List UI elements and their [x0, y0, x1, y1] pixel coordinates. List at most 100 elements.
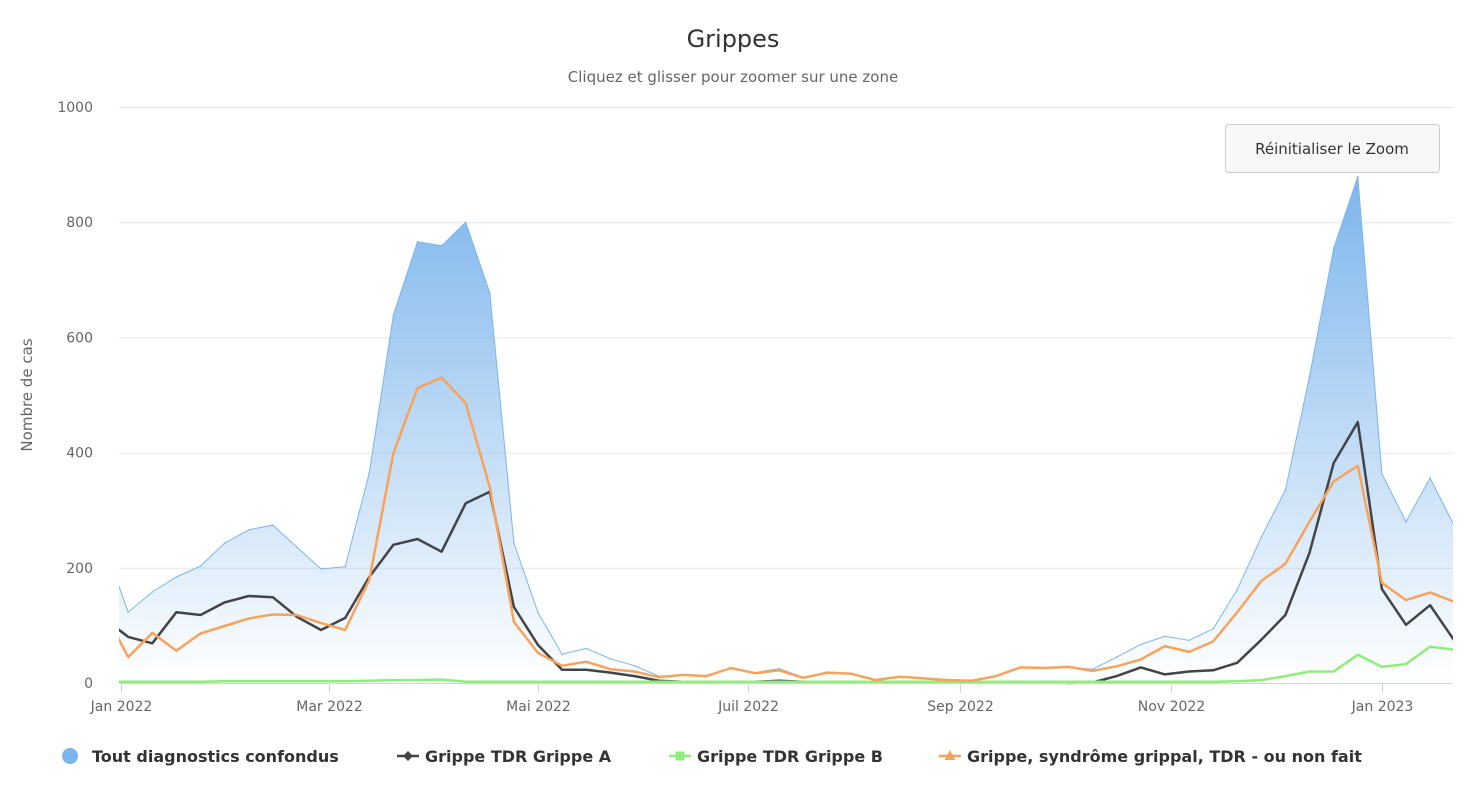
data-point[interactable]	[151, 642, 154, 645]
data-point[interactable]	[1139, 666, 1142, 669]
data-point[interactable]	[175, 649, 178, 652]
data-point[interactable]	[464, 221, 467, 223]
data-point[interactable]	[537, 644, 539, 646]
data-point[interactable]	[272, 613, 274, 616]
data-point[interactable]	[850, 681, 853, 683]
data-point[interactable]	[1332, 480, 1335, 483]
data-point[interactable]	[440, 550, 443, 553]
data-point[interactable]	[464, 502, 467, 505]
data-point[interactable]	[151, 632, 154, 634]
reset-zoom-button[interactable]: Réinitialiser le Zoom	[1225, 124, 1440, 173]
data-point[interactable]	[1332, 247, 1335, 249]
data-point[interactable]	[1115, 656, 1118, 658]
data-point[interactable]	[247, 617, 250, 620]
data-point[interactable]	[1429, 477, 1431, 479]
data-point[interactable]	[296, 680, 298, 683]
data-point[interactable]	[657, 681, 660, 683]
data-point[interactable]	[344, 617, 346, 619]
data-point[interactable]	[633, 670, 636, 673]
data-point[interactable]	[392, 314, 395, 316]
data-point[interactable]	[585, 668, 588, 671]
data-point[interactable]	[1356, 175, 1359, 178]
data-point[interactable]	[1308, 670, 1311, 673]
data-point[interactable]	[898, 675, 901, 678]
data-point[interactable]	[802, 681, 805, 683]
data-point[interactable]	[223, 680, 226, 683]
data-point[interactable]	[464, 402, 467, 404]
data-point[interactable]	[320, 622, 322, 624]
data-point[interactable]	[489, 681, 491, 683]
data-point[interactable]	[730, 667, 732, 669]
data-point[interactable]	[1091, 681, 1094, 683]
data-point[interactable]	[1019, 666, 1022, 669]
data-point[interactable]	[585, 681, 588, 683]
data-point[interactable]	[1453, 649, 1455, 651]
data-point[interactable]	[296, 614, 298, 616]
data-point[interactable]	[585, 647, 588, 650]
data-point[interactable]	[1043, 667, 1046, 669]
data-point[interactable]	[440, 245, 443, 247]
data-point[interactable]	[1356, 421, 1359, 423]
data-point[interactable]	[344, 629, 346, 631]
data-point[interactable]	[175, 611, 178, 613]
data-point[interactable]	[1067, 666, 1070, 668]
data-point[interactable]	[1043, 681, 1046, 683]
data-point[interactable]	[995, 675, 997, 677]
data-point[interactable]	[1115, 681, 1118, 683]
data-point[interactable]	[850, 672, 853, 675]
data-point[interactable]	[368, 579, 371, 581]
data-point[interactable]	[1188, 651, 1190, 653]
data-point[interactable]	[440, 376, 443, 379]
data-point[interactable]	[609, 671, 612, 674]
data-point[interactable]	[1308, 375, 1311, 378]
data-point[interactable]	[1356, 653, 1359, 656]
data-point[interactable]	[633, 675, 636, 677]
data-point[interactable]	[730, 681, 732, 683]
data-point[interactable]	[1164, 681, 1166, 683]
data-point[interactable]	[1453, 640, 1455, 642]
data-point[interactable]	[199, 565, 202, 567]
data-point[interactable]	[223, 601, 226, 604]
data-point[interactable]	[513, 606, 515, 608]
data-point[interactable]	[1212, 640, 1214, 643]
data-point[interactable]	[1453, 525, 1455, 527]
data-point[interactable]	[1284, 562, 1287, 565]
data-point[interactable]	[922, 677, 925, 680]
data-point[interactable]	[1429, 604, 1431, 607]
data-point[interactable]	[1284, 614, 1287, 616]
data-point[interactable]	[705, 681, 708, 683]
data-point[interactable]	[296, 546, 298, 548]
data-point[interactable]	[199, 681, 202, 683]
data-point[interactable]	[1091, 670, 1094, 672]
data-point[interactable]	[127, 636, 129, 638]
data-point[interactable]	[1381, 666, 1383, 668]
data-point[interactable]	[1067, 681, 1070, 683]
data-point[interactable]	[1405, 663, 1407, 665]
data-point[interactable]	[681, 681, 684, 683]
data-point[interactable]	[1405, 520, 1407, 523]
data-point[interactable]	[513, 681, 515, 683]
data-point[interactable]	[874, 679, 877, 681]
data-point[interactable]	[947, 679, 949, 681]
data-point[interactable]	[1115, 665, 1118, 668]
legend-item[interactable]: Tout diagnostics confondus	[62, 747, 339, 766]
data-point[interactable]	[1188, 639, 1190, 642]
data-point[interactable]	[416, 679, 419, 681]
data-point[interactable]	[320, 680, 322, 683]
data-point[interactable]	[826, 671, 829, 674]
data-point[interactable]	[561, 664, 563, 667]
data-point[interactable]	[1284, 489, 1287, 491]
data-point[interactable]	[609, 668, 612, 670]
data-point[interactable]	[1429, 591, 1431, 594]
data-point[interactable]	[320, 568, 322, 570]
data-point[interactable]	[344, 680, 346, 683]
data-point[interactable]	[392, 452, 395, 454]
data-point[interactable]	[127, 681, 129, 683]
data-point[interactable]	[826, 681, 829, 683]
data-point[interactable]	[633, 681, 636, 683]
data-point[interactable]	[898, 681, 901, 683]
data-point[interactable]	[127, 656, 129, 658]
data-point[interactable]	[1405, 624, 1407, 626]
data-point[interactable]	[489, 486, 491, 488]
